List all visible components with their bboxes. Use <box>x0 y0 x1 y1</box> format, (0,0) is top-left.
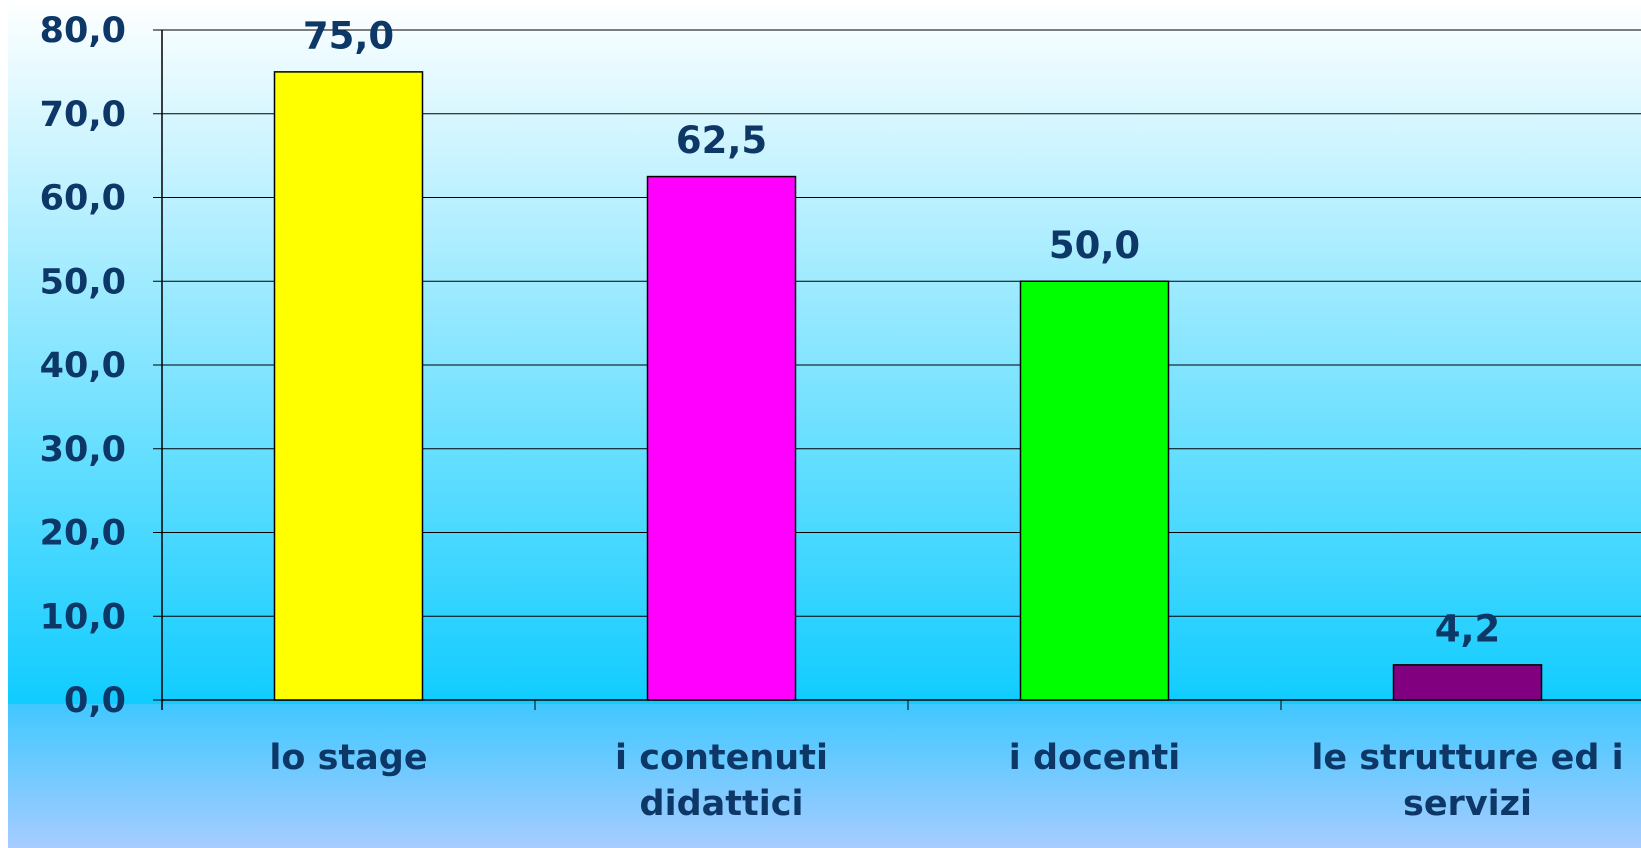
y-tick-label: 30,0 <box>40 430 126 470</box>
value-label: 50,0 <box>1049 224 1140 267</box>
value-label: 75,0 <box>303 14 394 57</box>
bar <box>646 175 797 701</box>
y-tick-label: 80,0 <box>40 11 126 51</box>
x-tick-label: i docenti <box>1008 738 1181 778</box>
y-tick-label: 50,0 <box>40 262 126 302</box>
bar <box>1019 280 1170 701</box>
y-tick-label: 10,0 <box>40 597 126 637</box>
x-tick-label: le strutture ed i servizi <box>1311 738 1624 824</box>
value-label: 62,5 <box>676 119 767 162</box>
bar <box>1392 664 1543 701</box>
y-tick-label: 60,0 <box>40 179 126 219</box>
bar <box>273 71 424 701</box>
y-tick-label: 0,0 <box>64 681 126 721</box>
x-tick-label: i contenuti didattici <box>615 738 828 824</box>
left-strip <box>0 0 8 848</box>
y-tick-label: 20,0 <box>40 514 126 554</box>
x-tick-label: lo stage <box>269 738 428 778</box>
value-label: 4,2 <box>1435 607 1501 650</box>
y-tick-label: 70,0 <box>40 95 126 135</box>
y-tick-label: 40,0 <box>40 346 126 386</box>
